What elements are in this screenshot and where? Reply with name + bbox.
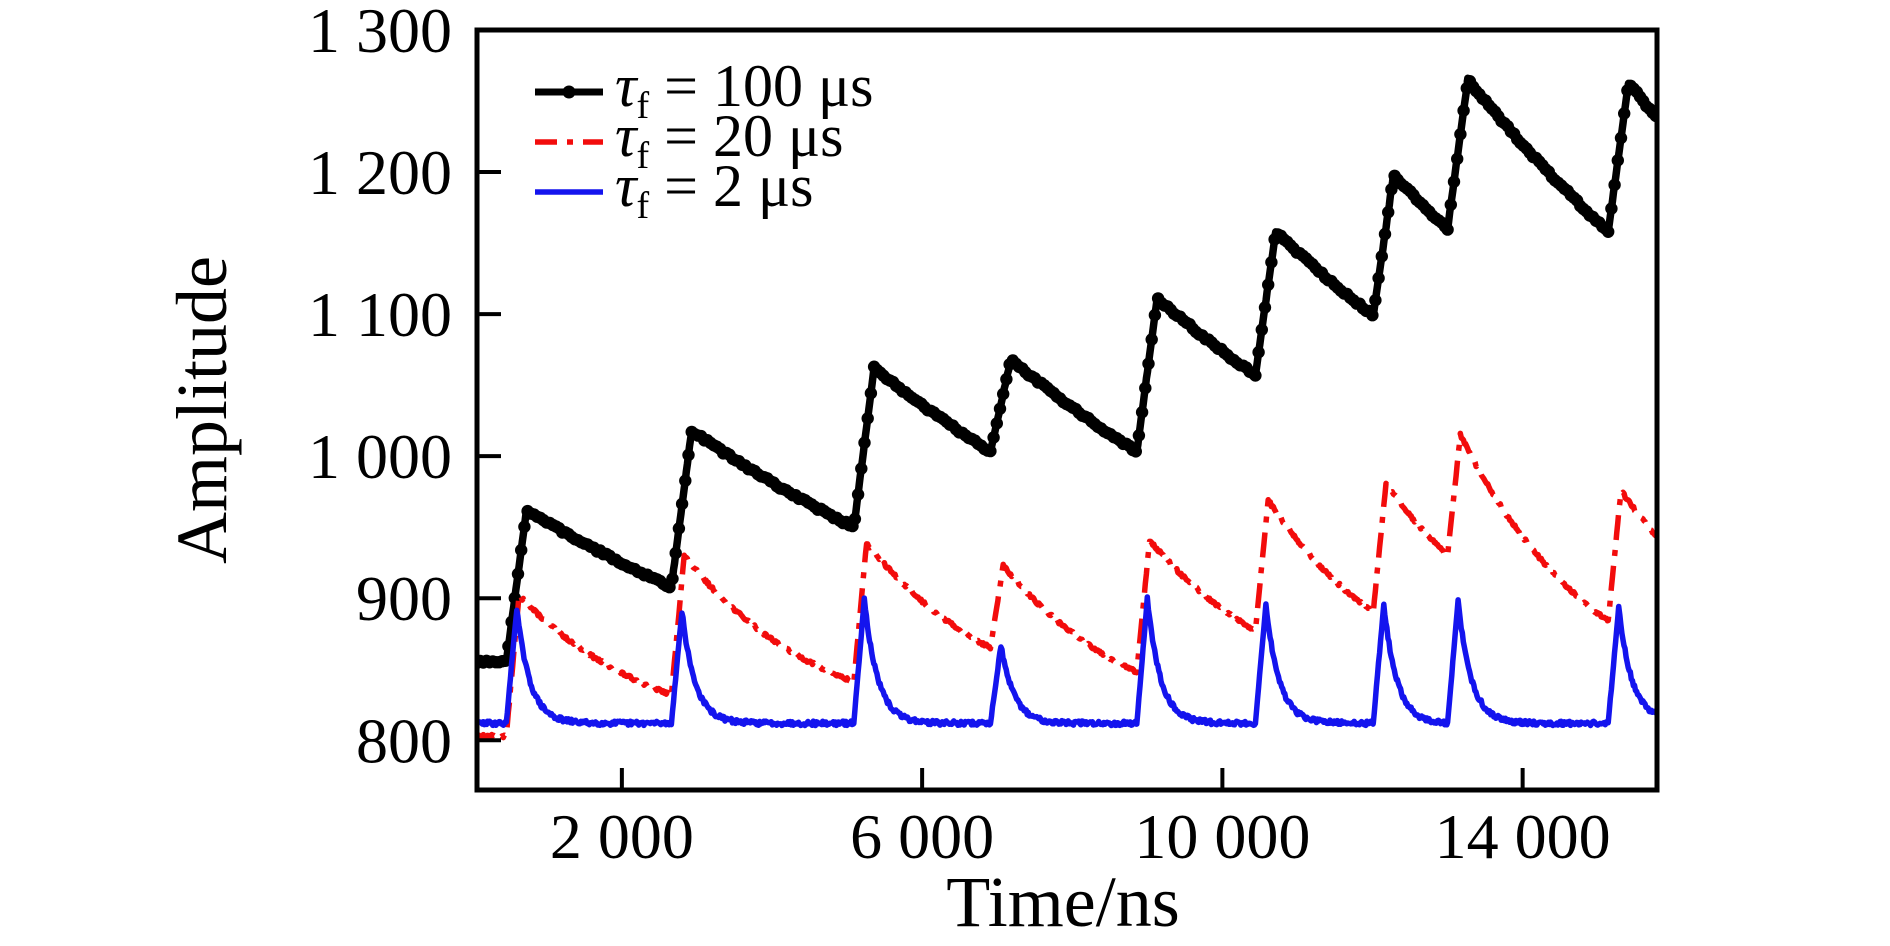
series-tau-f-2-us <box>477 594 1657 729</box>
data-point-marker <box>1457 104 1470 117</box>
data-point-marker <box>1372 271 1385 285</box>
data-point-marker <box>1614 131 1628 145</box>
data-point-marker <box>1375 250 1389 263</box>
data-point-marker <box>518 520 531 533</box>
x-tick-label: 6 000 <box>850 801 994 872</box>
data-point-marker <box>855 462 868 475</box>
data-point-marker <box>858 436 871 449</box>
legend-item-1: τf = 100 μs <box>535 53 874 127</box>
data-point-marker <box>993 402 1007 415</box>
data-point-marker <box>675 497 689 511</box>
data-point-marker <box>1378 227 1392 241</box>
data-point-marker <box>1262 278 1275 291</box>
data-point-marker <box>1249 369 1262 382</box>
y-tick-label: 800 <box>356 705 452 776</box>
data-point-marker <box>1382 206 1395 219</box>
data-point-marker <box>1441 223 1454 236</box>
y-tick-label: 1 100 <box>308 279 452 350</box>
axis-ticks <box>477 28 1525 790</box>
data-point-marker <box>1385 183 1398 196</box>
data-point-marker <box>997 387 1010 401</box>
y-tick-label: 900 <box>356 563 452 634</box>
series-layer <box>477 74 1657 741</box>
series-tau-f-100-us <box>477 74 1657 670</box>
series-tau-f-20-us <box>477 430 1657 741</box>
y-tick-label: 1 300 <box>308 0 452 66</box>
data-point-marker <box>1444 198 1458 211</box>
data-point-marker <box>1265 256 1278 269</box>
data-point-marker <box>1608 178 1621 192</box>
data-point-marker <box>1366 309 1379 322</box>
data-point-marker <box>1132 429 1146 442</box>
data-point-marker <box>1129 445 1143 458</box>
plot-border <box>474 27 1660 793</box>
x-tick-label: 2 000 <box>550 801 694 872</box>
data-point-marker <box>1148 308 1162 322</box>
data-point-marker <box>669 546 682 560</box>
data-point-marker <box>1258 301 1272 314</box>
data-point-marker <box>1451 152 1464 166</box>
data-point-marker <box>1142 357 1155 370</box>
legend-marker-sample <box>562 85 576 99</box>
x-tick-label: 14 000 <box>1435 801 1611 872</box>
data-point-marker <box>1135 406 1149 419</box>
data-point-marker <box>679 474 692 487</box>
data-point-marker <box>515 543 528 557</box>
y-tick-label: 1 000 <box>308 421 452 492</box>
legend-item-2: τf = 20 μs <box>535 103 844 177</box>
data-point-marker <box>1252 346 1265 359</box>
x-tick-label: 10 000 <box>1134 801 1310 872</box>
data-point-marker <box>1447 175 1461 188</box>
data-point-marker <box>1145 333 1158 346</box>
data-point-marker <box>848 512 862 526</box>
data-point-marker <box>984 444 997 458</box>
data-point-marker <box>499 654 512 667</box>
data-point-marker <box>864 387 878 400</box>
legend-label: τf = 2 μs <box>615 153 814 227</box>
data-point-marker <box>511 567 525 581</box>
data-point-marker <box>1000 373 1013 386</box>
axis-tick-labels: 2 000 6 000 10 000 14 000 800 900 1 000 1 100 1 … <box>308 0 1611 872</box>
data-point-marker <box>1139 381 1152 395</box>
data-point-marker <box>990 417 1003 430</box>
y-axis-title: Amplitude <box>162 256 242 564</box>
x-axis-title: Time/ns <box>946 862 1179 942</box>
data-point-marker <box>672 522 686 535</box>
data-point-marker <box>861 412 874 425</box>
data-point-marker <box>682 448 695 462</box>
data-point-marker <box>987 431 1000 444</box>
legend-item-3: τf = 2 μs <box>535 153 814 227</box>
series-line <box>477 430 1657 741</box>
series-line <box>477 594 1657 729</box>
data-point-marker <box>1602 225 1615 238</box>
y-tick-label: 1 200 <box>308 137 452 208</box>
data-point-marker <box>1611 154 1625 167</box>
data-point-marker <box>851 488 865 501</box>
axes-frame <box>474 27 1660 793</box>
legend-label: τf = 100 μs <box>615 53 874 127</box>
data-point-marker <box>1255 323 1269 336</box>
data-point-marker <box>666 572 679 585</box>
data-point-marker <box>1618 107 1631 120</box>
data-point-marker <box>1454 128 1467 141</box>
legend-label: τf = 20 μs <box>615 103 844 177</box>
data-point-marker <box>1605 202 1618 215</box>
data-point-marker <box>1369 294 1382 307</box>
